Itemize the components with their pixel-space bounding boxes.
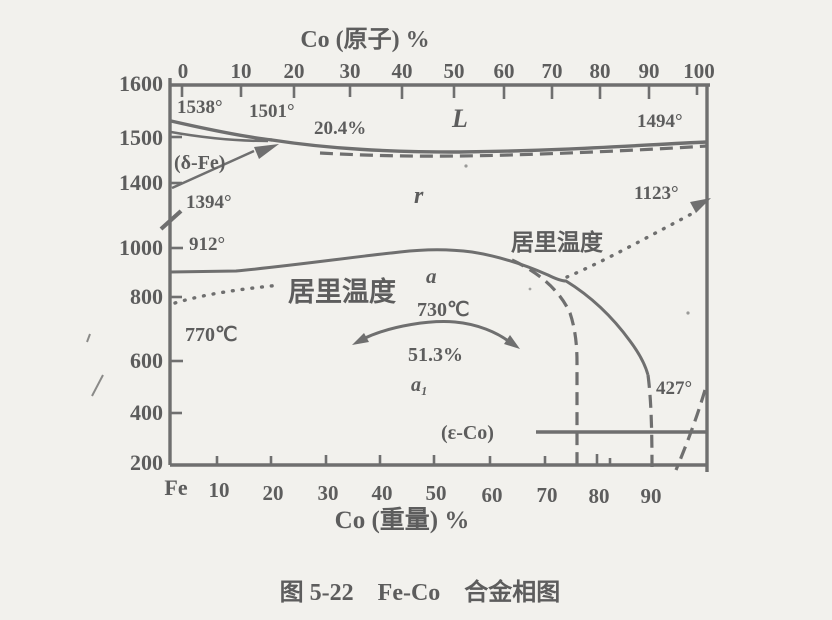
stray-mark: [86, 333, 91, 343]
scan-artifacts: [86, 164, 690, 397]
left-tick-label: 1500: [119, 125, 163, 150]
left-tick-label: 200: [130, 450, 163, 475]
speck: [464, 164, 468, 168]
top-tick-label: 100: [683, 59, 715, 83]
alpha-region-label: a: [426, 264, 437, 288]
bottom-tick-label: 20: [263, 481, 284, 505]
left-axis-ticks: 1600 1500 1400 1000 800 600 400 200: [119, 71, 183, 475]
top-tick-label: 40: [392, 59, 413, 83]
delta-transform-label: 1394°: [186, 192, 232, 213]
plot-labels: 1538° 1501° 20.4% L 1494° (δ-Fe) 1394° r…: [174, 97, 692, 444]
epsilon-transform-label: 427°: [656, 378, 692, 399]
delta-gamma-arrowhead: [254, 144, 279, 159]
bottom-tick-label: 30: [318, 481, 339, 505]
bottom-axis-title: Co (重量) %: [335, 506, 470, 534]
ordering-arc-right-arrowhead: [504, 335, 520, 349]
left-tick-label: 600: [130, 348, 163, 373]
speck: [528, 287, 532, 291]
liquid-region-label: L: [451, 104, 468, 133]
solidus-dashed-curve: [319, 144, 708, 158]
top-tick-label: 90: [639, 59, 660, 83]
ordering-comp-label: 51.3%: [408, 344, 463, 366]
top-tick-label: 60: [494, 59, 515, 83]
peritectic-temp-label: 1501°: [249, 101, 295, 122]
curie-label-right: 居里温度: [511, 229, 604, 255]
bottom-tick-label: 80: [589, 484, 610, 508]
fe-curie-temp-label: 770℃: [185, 324, 237, 346]
top-tick-label: 70: [542, 59, 563, 83]
left-tick-label: 400: [130, 400, 163, 425]
curie-line-co-dotted: [565, 209, 699, 279]
figure-caption: 图 5-22 Fe-Co 合金相图: [280, 578, 561, 606]
axis-break-mark: [159, 209, 183, 231]
bottom-tick-label: 60: [482, 483, 503, 507]
stray-mark: [91, 374, 104, 397]
top-tick-label: 0: [178, 59, 189, 83]
bottom-tick-label: 40: [372, 481, 393, 505]
left-tick-label: 1400: [119, 170, 163, 195]
ordering-arc: [362, 320, 512, 345]
alpha1-region-label: a₁: [411, 374, 428, 396]
ordering-temp-label: 730℃: [417, 299, 469, 321]
gamma-alpha-boundary: [169, 248, 650, 376]
curie-line-arrowhead: [690, 198, 711, 213]
bottom-axis-ticks: Fe 10 20 30 40 50 60 70 80 90 Co (重量) %: [164, 454, 662, 534]
gamma-region-label: r: [414, 183, 424, 209]
bottom-tick-label: 10: [209, 478, 230, 502]
left-tick-label: 800: [130, 284, 163, 309]
epsilon-boundary-dashed: [674, 389, 707, 471]
top-tick-label: 20: [284, 59, 305, 83]
bottom-tick-label: 50: [426, 481, 447, 505]
curie-label-left: 居里温度: [288, 276, 396, 307]
top-tick-label: 50: [444, 59, 465, 83]
gamma-alpha-boundary-dashed-tail: [646, 374, 654, 468]
co-melting-label: 1494°: [637, 111, 683, 132]
top-tick-label: 10: [231, 59, 252, 83]
top-axis-ticks: 0 10 20 30 40 50 60 70 80 90 100 Co (原子)…: [178, 27, 715, 99]
bottom-tick-label: Fe: [164, 475, 187, 500]
delta-gamma-line: [171, 149, 255, 190]
top-tick-label: 30: [340, 59, 361, 83]
liquidus-curve: [170, 119, 708, 154]
left-tick-label: 1600: [119, 71, 163, 96]
phase-boundaries: [169, 119, 711, 471]
curie-line-fe-dotted: [173, 283, 283, 305]
fe-melting-label: 1538°: [177, 97, 223, 118]
epsilon-co-label: (ε-Co): [441, 422, 494, 444]
bottom-tick-label: 70: [537, 483, 558, 507]
co-curie-temp-label: 1123°: [634, 183, 679, 204]
peritectic-comp-label: 20.4%: [314, 118, 366, 139]
alpha-transform-label: 912°: [189, 234, 225, 255]
delta-fe-region-label: (δ-Fe): [174, 152, 225, 174]
speck: [686, 311, 690, 315]
delta-solidus-curve: [170, 130, 269, 143]
hysteresis-dashed-branch: [511, 258, 579, 466]
ordering-arc-left-arrowhead: [352, 333, 369, 345]
top-tick-label: 80: [590, 59, 611, 83]
bottom-tick-label: 90: [641, 484, 662, 508]
top-axis-title: Co (原子) %: [300, 27, 429, 53]
left-tick-label: 1000: [119, 235, 163, 260]
